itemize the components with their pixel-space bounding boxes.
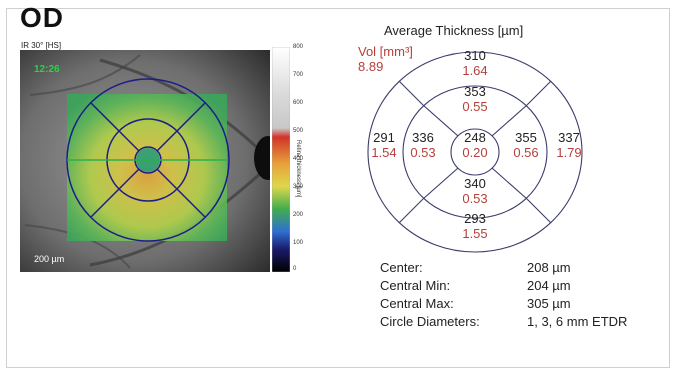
volume-value: 0.53 [410, 145, 436, 160]
stat-value: 1, 3, 6 mm ETDR [527, 314, 628, 329]
volume-value: 0.56 [513, 145, 539, 160]
sector-center: 248 0.20 [455, 130, 495, 160]
scale-tick: 700 [293, 72, 304, 78]
thickness-value: 355 [515, 130, 537, 145]
total-volume: 8.89 [358, 59, 384, 74]
middle-ring [402, 85, 548, 219]
sector-inner-inferior: 340 0.53 [455, 176, 495, 206]
volume-value: 1.79 [556, 145, 582, 160]
fundus-svg: 12:26 200 µm [20, 50, 270, 272]
stat-value: 208 µm [527, 260, 571, 275]
scale-tick: 400 [293, 156, 304, 162]
stat-label: Circle Diameters: [380, 314, 480, 329]
volume-value: 1.54 [371, 145, 397, 160]
central-ring [450, 128, 500, 176]
fundus-overlay-text: 12:26 [34, 64, 60, 75]
thickness-value: 248 [464, 130, 486, 145]
stats-row: Center: 208 µm [380, 259, 627, 277]
scale-tick: 200 [293, 212, 304, 218]
stat-value: 305 µm [527, 296, 571, 311]
sector-outer-superior: 310 1.64 [455, 48, 495, 78]
scale-tick: 600 [293, 100, 304, 106]
volume-value: 0.55 [462, 99, 488, 114]
sector-outer-nasal: 337 1.79 [549, 130, 589, 160]
volume-value: 1.55 [462, 226, 488, 241]
stats-row: Central Min: 204 µm [380, 277, 627, 295]
thickness-value: 340 [464, 176, 486, 191]
sector-outer-temporal: 291 1.54 [364, 130, 404, 160]
scale-tick: 800 [293, 44, 304, 50]
thickness-value: 337 [558, 130, 580, 145]
stat-label: Center: [380, 260, 423, 275]
scale-bar-label: 200 µm [34, 254, 64, 264]
thickness-value: 336 [412, 130, 434, 145]
color-scale-title: Retina thickness [µm] [295, 140, 301, 198]
color-scale-bar [272, 47, 290, 272]
thickness-value: 293 [464, 211, 486, 226]
scale-tick: 300 [293, 184, 304, 190]
stat-label: Central Max: [380, 296, 454, 311]
stats-table: Center: 208 µm Central Min: 204 µm Central… [380, 259, 627, 331]
eye-label: OD [20, 2, 64, 33]
scale-tick: 500 [293, 128, 304, 134]
stats-row: Central Max: 305 µm [380, 295, 627, 313]
scale-tick: 0 [293, 266, 297, 272]
fundus-image: 12:26 200 µm [20, 50, 270, 272]
scale-tick: 100 [293, 240, 304, 246]
stat-label: Central Min: [380, 278, 451, 293]
volume-value: 0.53 [462, 191, 488, 206]
volume-label: Vol [mm³] 8.89 [358, 44, 413, 74]
sector-outer-inferior: 293 1.55 [455, 211, 495, 241]
map-title: Average Thickness [µm] [384, 23, 524, 38]
stats-row: Circle Diameters: 1, 3, 6 mm ETDR [380, 313, 627, 331]
sector-inner-nasal: 355 0.56 [506, 130, 546, 160]
thickness-value: 291 [373, 130, 395, 145]
scan-label: IR 30° [HS] [21, 41, 62, 50]
stat-value: 204 µm [527, 278, 571, 293]
outer-ring [367, 51, 583, 253]
sector-inner-temporal: 336 0.53 [403, 130, 443, 160]
optic-disc [254, 136, 270, 180]
volume-value: 0.20 [462, 145, 488, 160]
etdrs-grid-diagram [367, 51, 583, 253]
volume-label-text: Vol [mm³] [358, 44, 413, 59]
thickness-value: 310 [464, 48, 486, 63]
volume-value: 1.64 [462, 63, 488, 78]
thickness-value: 353 [464, 84, 486, 99]
sector-inner-superior: 353 0.55 [455, 84, 495, 114]
